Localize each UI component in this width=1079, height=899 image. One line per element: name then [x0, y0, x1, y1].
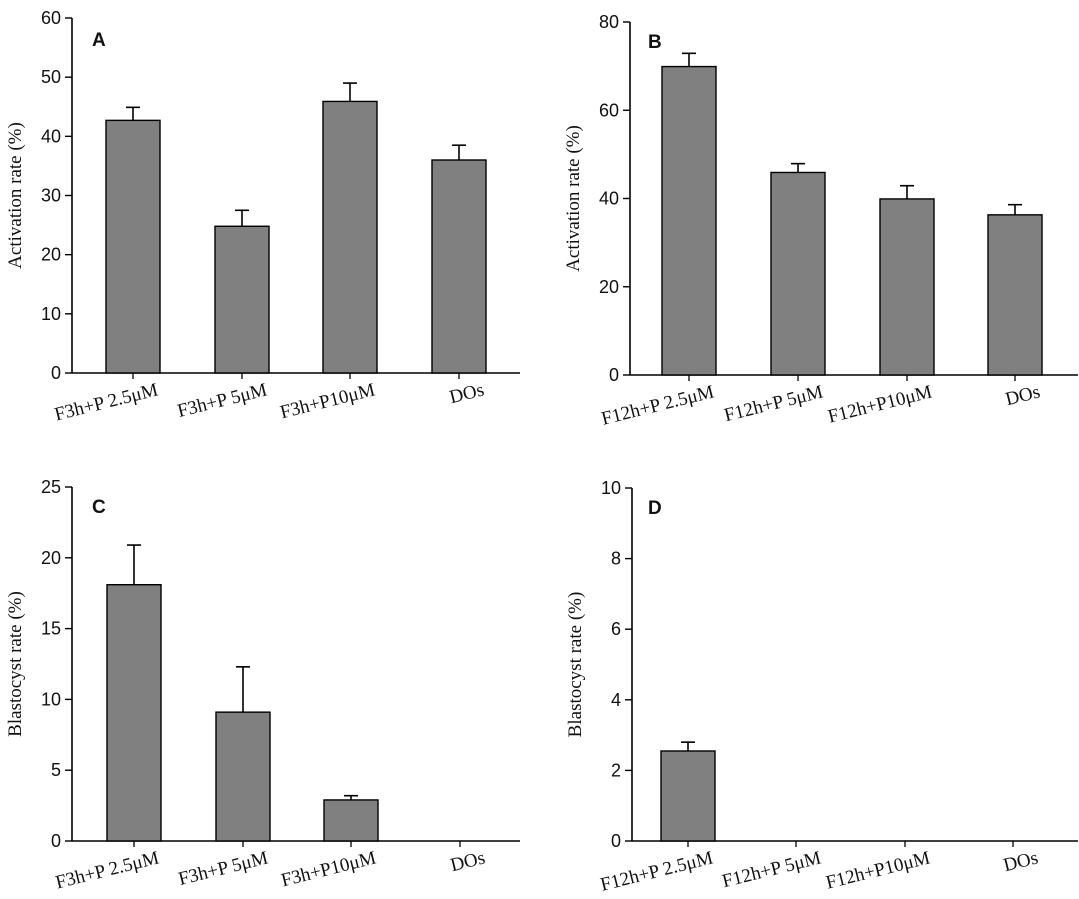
y-tick-label: 8 [611, 549, 621, 569]
x-tick-label: F3h+P 2.5μM [53, 379, 161, 425]
panel-letter: D [648, 498, 662, 519]
chart-panel-b: 0 20 40 60 80 Activation rate (%) B F12h+P 2.5μ… [563, 12, 1078, 430]
y-tick-label: 60 [599, 100, 619, 120]
bar [431, 159, 487, 374]
y-axis-title: Blastocyst rate (%) [5, 591, 26, 737]
y-tick-label: 10 [41, 689, 61, 709]
y-axis-title: Activation rate (%) [563, 125, 584, 272]
bar [660, 750, 716, 842]
x-tick-label: F12h+P10μM [824, 847, 932, 893]
y-axis-title: Activation rate (%) [5, 122, 26, 269]
y-tick-label: 0 [611, 831, 621, 851]
x-tick-label: F3h+P10μM [279, 847, 378, 891]
x-tick-label: F3h+P 5μM [175, 379, 269, 422]
y-tick-label: 0 [51, 831, 61, 851]
panel-letter: C [92, 497, 106, 518]
bar [214, 225, 270, 374]
x-tick-label: DOs [1001, 847, 1040, 876]
y-tick-label: 20 [599, 277, 619, 297]
y-tick-label: 30 [41, 186, 61, 206]
y-tick-label: 10 [601, 478, 621, 498]
bar [215, 711, 271, 842]
x-tick-label: F3h+P10μM [278, 379, 377, 423]
bar [879, 198, 935, 376]
y-tick-label: 40 [41, 126, 61, 146]
bar [322, 100, 378, 374]
y-tick-label: 60 [41, 8, 61, 28]
x-tick-label: F12h+P 5μM [722, 381, 825, 426]
y-tick-label: 25 [41, 477, 61, 497]
y-tick-label: 20 [41, 548, 61, 568]
y-tick-label: 5 [51, 760, 61, 780]
chart-panel-c: 0 5 10 15 20 25 Blastocyst rate (%) C F3h+P 2.5μ… [5, 477, 520, 893]
y-tick-label: 6 [611, 619, 621, 639]
x-tick-label: F12h+P 2.5μM [599, 381, 716, 429]
x-tick-label: F12h+P 5μM [720, 847, 823, 892]
x-tick-label: F12h+P10μM [826, 381, 934, 427]
bar [323, 799, 379, 842]
y-tick-label: 0 [609, 365, 619, 385]
y-tick-label: 10 [41, 304, 61, 324]
y-tick-label: 4 [611, 690, 621, 710]
y-tick-label: 15 [41, 619, 61, 639]
y-tick-label: 0 [51, 363, 61, 383]
x-tick-label: F3h+P 2.5μM [54, 847, 162, 893]
x-tick-label: F3h+P 5μM [176, 847, 270, 890]
x-tick-label: F12h+P 2.5μM [598, 847, 715, 895]
bar [661, 65, 717, 376]
x-tick-label: DOs [448, 847, 487, 876]
y-tick-label: 20 [41, 245, 61, 265]
bar [987, 214, 1043, 376]
x-tick-label: DOs [1003, 381, 1042, 410]
x-tick-label: DOs [447, 379, 486, 408]
y-tick-label: 2 [611, 760, 621, 780]
y-tick-label: 80 [599, 12, 619, 32]
bar [106, 584, 162, 842]
y-tick-label: 40 [599, 189, 619, 209]
panel-letter: A [92, 30, 106, 51]
y-tick-label: 50 [41, 67, 61, 87]
bar [105, 119, 161, 374]
y-axis-title: Blastocyst rate (%) [565, 592, 586, 738]
panel-letter: B [648, 32, 662, 53]
chart-panel-a: 0 10 20 30 40 50 60 Activation rate (%) A F3h+P 2… [5, 8, 520, 425]
bar [770, 171, 826, 376]
